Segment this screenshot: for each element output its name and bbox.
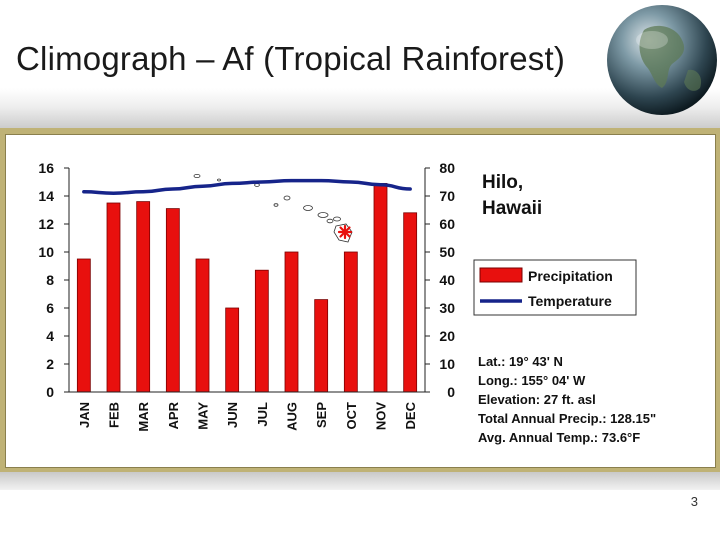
- month-tick-label: SEP: [314, 402, 329, 428]
- month-tick-label: OCT: [344, 402, 359, 430]
- hilo-location-marker: [337, 224, 353, 240]
- precipitation-bar: [373, 182, 388, 393]
- month-tick-label: APR: [166, 401, 181, 429]
- location-name: Hilo,: [482, 172, 523, 193]
- left-axis-tick-label: 4: [46, 328, 54, 344]
- chart-legend: Precipitation Temperature: [473, 259, 637, 316]
- precipitation-bar: [165, 208, 180, 393]
- location-region: Hawaii: [482, 198, 542, 219]
- right-axis-tick-label: 40: [439, 272, 455, 288]
- left-axis-tick-label: 10: [38, 244, 54, 260]
- left-axis-tick-label: 8: [46, 272, 54, 288]
- footer-band: [0, 472, 720, 490]
- left-axis-tick-label: 12: [38, 216, 54, 232]
- left-axis-tick-label: 16: [38, 160, 54, 176]
- precipitation-bar: [284, 251, 299, 393]
- month-tick-label: MAR: [136, 401, 151, 431]
- precipitation-bar: [106, 202, 121, 393]
- right-axis-tick-label: 70: [439, 188, 455, 204]
- month-tick-label: JUN: [225, 402, 240, 428]
- month-tick-label: JUL: [255, 402, 270, 427]
- info-avg-temp: Avg. Annual Temp.: 73.6°F: [478, 430, 640, 445]
- precipitation-bar: [254, 269, 269, 393]
- right-axis-tick-label: 0: [447, 384, 455, 400]
- legend-precipitation-swatch: [479, 267, 523, 283]
- month-tick-label: DEC: [403, 401, 418, 429]
- legend-precipitation-label: Precipitation: [528, 268, 613, 284]
- left-axis-tick-label: 0: [46, 384, 54, 400]
- precipitation-bar: [225, 307, 240, 393]
- info-latitude: Lat.: 19° 43' N: [478, 354, 563, 369]
- precipitation-bar: [314, 299, 329, 393]
- header-band: [0, 88, 720, 130]
- info-longitude: Long.: 155° 04' W: [478, 373, 586, 388]
- precipitation-bar: [195, 258, 210, 393]
- precipitation-bar: [76, 258, 91, 393]
- right-axis-tick-label: 30: [439, 300, 455, 316]
- page-number: 3: [690, 494, 698, 509]
- precipitation-bar: [136, 201, 151, 393]
- left-axis-tick-label: 6: [46, 300, 54, 316]
- info-elevation: Elevation: 27 ft. asl: [478, 392, 596, 407]
- globe-icon: [607, 5, 717, 115]
- right-axis-tick-label: 20: [439, 328, 455, 344]
- right-axis-tick-label: 10: [439, 356, 455, 372]
- month-tick-label: AUG: [285, 402, 300, 431]
- temperature-line: [82, 178, 412, 195]
- slide-title: Climograph – Af (Tropical Rainforest): [16, 40, 566, 77]
- legend-temperature-label: Temperature: [528, 293, 612, 309]
- left-axis-tick-label: 14: [38, 188, 54, 204]
- precipitation-bar: [403, 212, 418, 393]
- station-info: Lat.: 19° 43' N Long.: 155° 04' W Elevat…: [478, 354, 656, 445]
- month-tick-label: MAY: [196, 402, 211, 430]
- right-axis-tick-label: 60: [439, 216, 455, 232]
- month-tick-label: FEB: [107, 402, 122, 428]
- month-tick-label: NOV: [374, 402, 389, 431]
- right-axis-tick-label: 50: [439, 244, 455, 260]
- precipitation-bar: [343, 251, 358, 393]
- left-axis-tick-label: 2: [46, 356, 54, 372]
- right-axis-tick-label: 80: [439, 160, 455, 176]
- info-total-precip: Total Annual Precip.: 128.15": [478, 411, 656, 426]
- month-tick-label: JAN: [77, 402, 92, 428]
